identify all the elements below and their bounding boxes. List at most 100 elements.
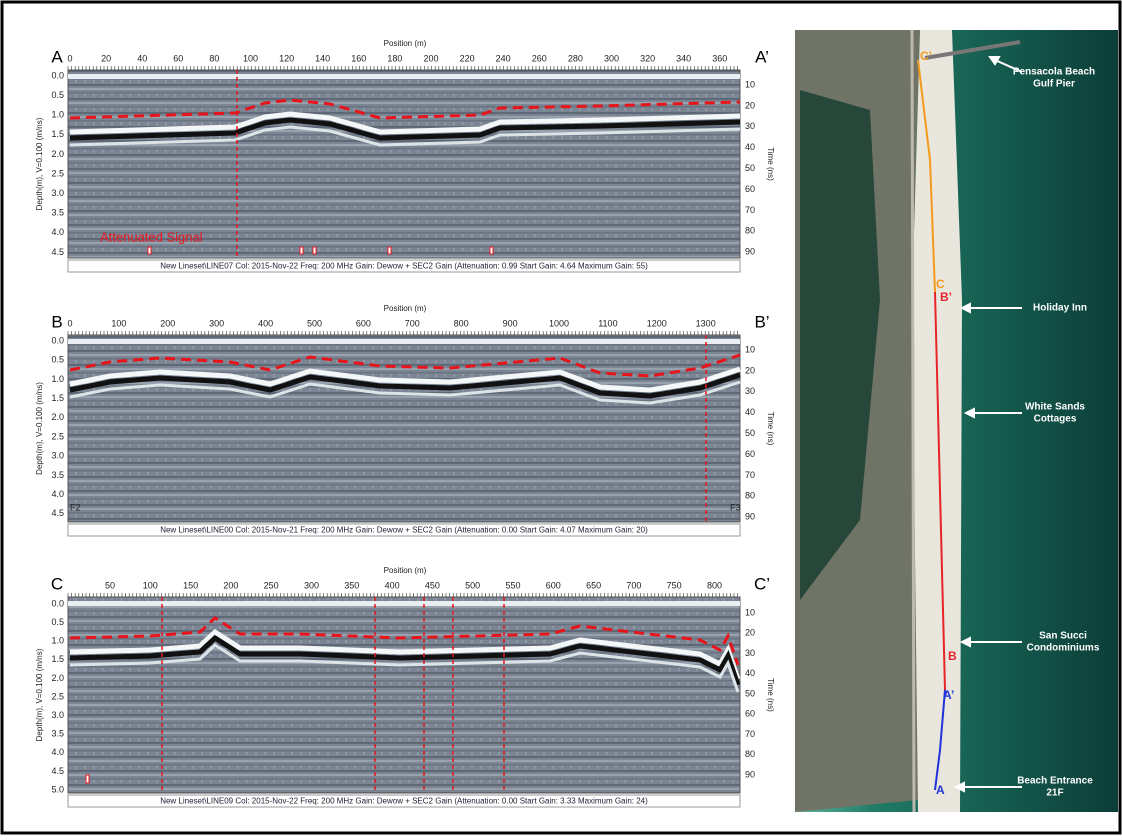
landmark-label: White Sands [1025, 402, 1085, 413]
marker [86, 775, 89, 783]
line-label: C’ [920, 49, 932, 63]
y-tick-label: 0.5 [51, 617, 64, 627]
y-tick-label: 4.0 [51, 227, 64, 237]
y2-tick-label: 40 [745, 407, 755, 417]
panel-label: A [51, 47, 63, 66]
x-tick-label: 200 [423, 53, 438, 63]
y-tick-label: 1.5 [51, 129, 64, 139]
y-tick-label: 0.0 [51, 70, 64, 80]
marker-label: F2 [70, 502, 81, 512]
y-tick-label: 2.5 [51, 691, 64, 701]
x-tick-label: 500 [307, 318, 322, 328]
figure: New Lineset\LINE07 Col: 2015-Nov-22 Freq… [0, 0, 1122, 835]
y-axis-title: Depth(m), V=0.100 (m/ns) [35, 382, 44, 475]
y2-tick-label: 40 [745, 142, 755, 152]
y-tick-label: 0.0 [51, 598, 64, 608]
line-label: B [948, 649, 957, 663]
y-tick-label: 1.0 [51, 636, 64, 646]
y-tick-label: 3.0 [51, 451, 64, 461]
x-tick-label: 600 [356, 318, 371, 328]
x-tick-label: 180 [387, 53, 402, 63]
landmark-label: Cottages [1034, 414, 1077, 425]
x-tick-label: 220 [460, 53, 475, 63]
x-tick-label: 1000 [549, 318, 569, 328]
y2-tick-label: 60 [745, 184, 755, 194]
x-tick-label: 800 [454, 318, 469, 328]
x-tick-label: 600 [546, 580, 561, 590]
panel-label: A’ [755, 47, 769, 66]
footer: New Lineset\LINE00 Col: 2015-Nov-21 Freq… [160, 526, 648, 535]
marker [148, 247, 151, 254]
radargram: New Lineset\LINE00 Col: 2015-Nov-21 Freq… [35, 304, 775, 536]
landmark-label: Pensacola Beach [1013, 67, 1095, 78]
x-tick-label: 0 [67, 318, 72, 328]
landmark-label: Holiday Inn [1033, 303, 1087, 314]
x-tick-label: 100 [243, 53, 258, 63]
marker [300, 247, 303, 254]
x-tick-label: 140 [315, 53, 330, 63]
y-tick-label: 4.5 [51, 766, 64, 776]
x-tick-label: 150 [183, 580, 198, 590]
x-tick-label: 100 [143, 580, 158, 590]
y2-tick-label: 50 [745, 428, 755, 438]
y2-tick-label: 30 [745, 121, 755, 131]
x-tick-label: 0 [67, 53, 72, 63]
x-tick-label: 300 [304, 580, 319, 590]
y2-tick-label: 10 [745, 344, 755, 354]
y-tick-label: 3.0 [51, 710, 64, 720]
landmark-label: Gulf Pier [1033, 79, 1075, 90]
y-tick-label: 1.0 [51, 374, 64, 384]
y-axis-title: Depth(m), V=0.100 (m/ns) [35, 648, 44, 741]
line-label: A’ [943, 688, 954, 702]
y2-tick-label: 10 [745, 79, 755, 89]
panel-label: C’ [754, 574, 770, 593]
x-tick-label: 400 [385, 580, 400, 590]
y2-tick-label: 70 [745, 729, 755, 739]
y2-tick-label: 90 [745, 247, 755, 257]
y-tick-label: 0.5 [51, 90, 64, 100]
line-label: C [936, 277, 945, 291]
y2-tick-label: 20 [745, 365, 755, 375]
y-tick-label: 4.0 [51, 489, 64, 499]
y-tick-label: 3.5 [51, 208, 64, 218]
x-tick-label: 700 [626, 580, 641, 590]
x-tick-label: 200 [223, 580, 238, 590]
radargram: New Lineset\LINE07 Col: 2015-Nov-22 Freq… [35, 39, 775, 272]
x-tick-label: 60 [173, 53, 183, 63]
landmark-label: Beach Entrance [1017, 776, 1093, 787]
y2-tick-label: 30 [745, 648, 755, 658]
x-tick-label: 20 [101, 53, 111, 63]
x-tick-label: 350 [344, 580, 359, 590]
y-tick-label: 0.5 [51, 355, 64, 365]
x-tick-label: 360 [712, 53, 727, 63]
x-tick-label: 80 [209, 53, 219, 63]
landmark-label: Condominiums [1027, 643, 1100, 654]
x-axis-title: Position (m) [384, 566, 427, 575]
line-label: B’ [940, 290, 952, 304]
x-tick-label: 300 [604, 53, 619, 63]
x-tick-label: 900 [503, 318, 518, 328]
x-tick-label: 340 [676, 53, 691, 63]
line-label: A [936, 783, 945, 797]
y-tick-label: 2.0 [51, 149, 64, 159]
y2-tick-label: 20 [745, 628, 755, 638]
y2-axis-title: Time (ns) [766, 147, 775, 181]
y2-tick-label: 10 [745, 607, 755, 617]
x-tick-label: 500 [465, 580, 480, 590]
x-tick-label: 700 [405, 318, 420, 328]
map: C’ CB’ B A’ A Pensacola BeachGulf Pier Holiday… [795, 30, 1118, 812]
air-wave [68, 601, 740, 606]
x-tick-label: 320 [640, 53, 655, 63]
y2-tick-label: 80 [745, 749, 755, 759]
radargrams: New Lineset\LINE07 Col: 2015-Nov-22 Freq… [35, 39, 775, 807]
x-tick-label: 1300 [696, 318, 716, 328]
y2-tick-label: 90 [745, 512, 755, 522]
marker [388, 247, 391, 254]
y2-tick-label: 20 [745, 100, 755, 110]
x-tick-label: 650 [586, 580, 601, 590]
footer: New Lineset\LINE07 Col: 2015-Nov-22 Freq… [160, 262, 648, 271]
y-tick-label: 5.0 [51, 784, 64, 794]
x-axis-title: Position (m) [384, 304, 427, 313]
footer: New Lineset\LINE09 Col: 2015-Nov-22 Freq… [160, 797, 648, 806]
y2-tick-label: 70 [745, 470, 755, 480]
